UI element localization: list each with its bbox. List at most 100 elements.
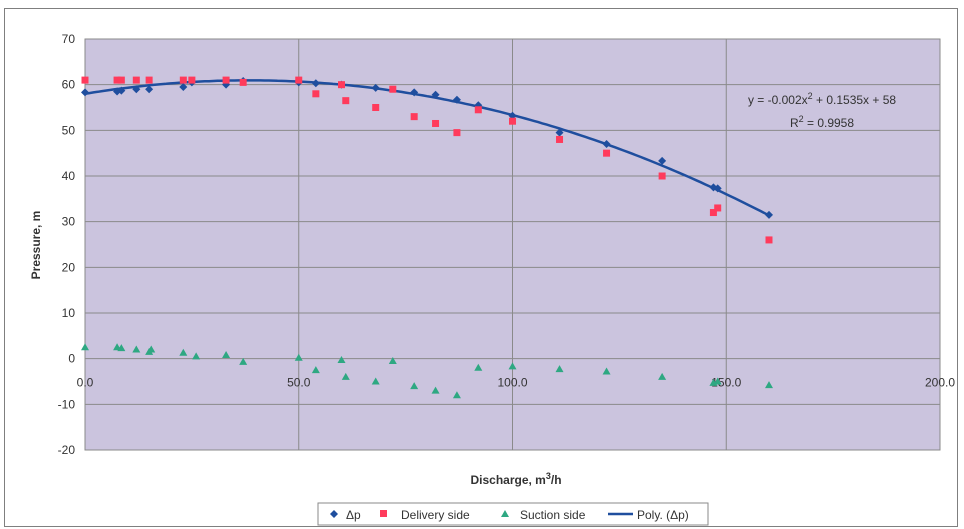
- point-dp: [132, 85, 141, 94]
- point-suction: [452, 391, 461, 399]
- trendline-poly-dp: [84, 79, 770, 217]
- point-delivery: [372, 104, 380, 111]
- x-tick-label: 200.0: [925, 376, 955, 390]
- legend-box: [317, 502, 709, 526]
- point-delivery: [188, 76, 196, 84]
- point-suction: [765, 381, 773, 389]
- point-suction: [239, 357, 248, 365]
- x-tick-label: 150.0: [711, 376, 741, 390]
- point-suction: [371, 377, 380, 385]
- point-delivery: [179, 76, 187, 84]
- point-delivery: [222, 76, 230, 84]
- y-tick-labels: -20 -10 0 10 20 30 40 50 60 70: [58, 32, 76, 457]
- legend-label-dp: Δp: [346, 508, 361, 522]
- point-suction: [388, 356, 397, 364]
- y-axis-title: Pressure, m: [29, 211, 43, 280]
- x-axis-title: Discharge, m3/h: [470, 471, 561, 487]
- point-suction: [508, 362, 517, 370]
- x-tick-label: 100.0: [497, 376, 527, 390]
- point-suction: [337, 356, 346, 364]
- point-suction: [192, 352, 201, 360]
- point-dp: [179, 82, 188, 91]
- point-delivery: [556, 135, 564, 143]
- point-suction: [222, 351, 231, 359]
- y-tick-label: -10: [58, 397, 76, 411]
- point-delivery: [239, 78, 247, 86]
- point-delivery: [453, 129, 461, 137]
- point-suction: [311, 366, 320, 374]
- point-dp: [117, 86, 126, 95]
- point-delivery: [432, 119, 440, 127]
- point-delivery: [132, 76, 140, 84]
- legend: Δp Delivery side Suction side Poly. (Δp): [317, 502, 709, 526]
- point-suction: [117, 344, 126, 352]
- point-suction: [294, 353, 303, 361]
- point-delivery: [145, 76, 153, 84]
- legend-marker-dp: [330, 510, 338, 518]
- y-tick-label: 20: [62, 260, 76, 274]
- point-suction: [431, 386, 440, 394]
- point-dp: [452, 95, 461, 104]
- y-tick-label: 50: [62, 123, 76, 137]
- legend-label-poly: Poly. (Δp): [637, 508, 689, 522]
- point-suction: [474, 363, 483, 371]
- point-suction: [179, 348, 188, 356]
- gridlines: [84, 38, 941, 451]
- point-delivery: [509, 117, 516, 125]
- y-tick-label: 30: [62, 215, 76, 229]
- point-dp: [81, 88, 89, 97]
- point-suction: [713, 377, 722, 385]
- point-delivery: [295, 76, 303, 84]
- point-suction: [132, 345, 141, 353]
- point-suction: [555, 365, 564, 373]
- legend-marker-delivery: [380, 510, 387, 517]
- point-dp: [555, 128, 564, 137]
- point-delivery: [113, 76, 121, 84]
- trendline-equation: y = -0.002x2 + 0.1535x + 58: [748, 91, 896, 107]
- point-suction: [602, 367, 611, 375]
- point-delivery: [389, 85, 397, 93]
- point-delivery: [603, 149, 611, 157]
- point-dp: [765, 210, 773, 219]
- point-dp: [658, 156, 667, 165]
- point-delivery: [410, 113, 418, 121]
- point-suction: [81, 343, 89, 351]
- point-dp: [410, 88, 419, 97]
- legend-label-delivery: Delivery side: [401, 508, 470, 522]
- point-suction: [341, 372, 350, 380]
- y-tick-label: 70: [62, 32, 76, 46]
- data-points: [81, 76, 773, 399]
- point-suction: [410, 382, 419, 390]
- point-delivery: [714, 204, 722, 212]
- point-dp: [371, 83, 380, 92]
- x-tick-label: 50.0: [287, 376, 311, 390]
- x-tick-labels: 0.0 50.0 100.0 150.0 200.0: [77, 376, 956, 390]
- y-tick-label: 10: [62, 306, 76, 320]
- r-squared-label: R2 = 0.9958: [790, 114, 854, 130]
- point-delivery: [338, 81, 345, 89]
- point-delivery: [765, 236, 773, 244]
- point-delivery: [117, 76, 125, 84]
- point-delivery: [474, 106, 482, 114]
- point-delivery: [312, 90, 320, 98]
- point-dp: [145, 85, 154, 94]
- legend-marker-suction: [501, 510, 509, 517]
- series-1: [81, 76, 773, 244]
- point-delivery: [658, 172, 666, 180]
- point-dp: [431, 90, 440, 99]
- point-dp: [713, 184, 722, 193]
- legend-label-suction: Suction side: [520, 508, 586, 522]
- series-2: [81, 343, 773, 399]
- point-delivery: [81, 76, 89, 84]
- x-tick-label: 0.0: [77, 376, 94, 390]
- point-delivery: [709, 209, 717, 217]
- trendline-layer: [84, 79, 770, 217]
- point-dp: [311, 79, 320, 88]
- y-tick-label: 60: [62, 78, 76, 92]
- point-suction: [658, 372, 667, 380]
- y-tick-label: 0: [68, 352, 75, 366]
- point-delivery: [342, 97, 350, 105]
- point-dp: [602, 140, 611, 149]
- point-suction: [147, 345, 156, 353]
